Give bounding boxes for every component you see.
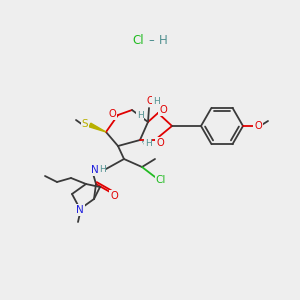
Text: O: O bbox=[110, 191, 118, 201]
Text: -: - bbox=[149, 34, 153, 47]
Text: N: N bbox=[91, 165, 99, 175]
Text: N: N bbox=[76, 205, 84, 215]
Text: -: - bbox=[150, 34, 154, 47]
Text: O: O bbox=[254, 121, 262, 131]
Text: S: S bbox=[82, 119, 88, 129]
Text: O: O bbox=[159, 105, 167, 115]
Text: O: O bbox=[156, 138, 164, 148]
Text: H: H bbox=[159, 34, 167, 47]
Text: Cl: Cl bbox=[132, 34, 144, 47]
Text: H: H bbox=[99, 166, 105, 175]
Text: H: H bbox=[153, 97, 159, 106]
Text: Cl: Cl bbox=[156, 175, 166, 185]
Text: H: H bbox=[145, 140, 152, 148]
Text: H: H bbox=[136, 110, 143, 119]
Text: O: O bbox=[108, 109, 116, 119]
Text: H: H bbox=[158, 34, 166, 47]
Polygon shape bbox=[89, 123, 106, 132]
Text: O: O bbox=[146, 96, 154, 106]
Text: Cl: Cl bbox=[132, 34, 144, 47]
